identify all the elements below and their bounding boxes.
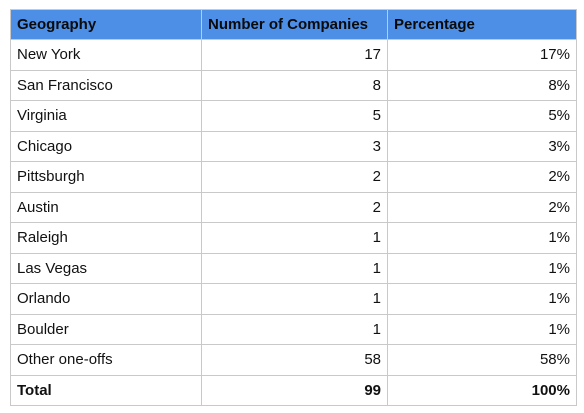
geography-cell: Boulder [10,313,202,345]
geography-cell: San Francisco [10,69,202,101]
percentage-cell: 8% [387,69,577,101]
table-row: Chicago 3 3% [10,130,577,162]
count-cell: 8 [201,69,388,101]
count-cell: 1 [201,313,388,345]
percentage-cell: 1% [387,252,577,284]
count-cell: 17 [201,39,388,71]
geography-cell: Raleigh [10,222,202,254]
count-cell: 2 [201,161,388,193]
count-cell: 58 [201,344,388,376]
percentage-cell: 58% [387,344,577,376]
percentage-cell: 1% [387,313,577,345]
percentage-cell: 3% [387,130,577,162]
count-cell: 1 [201,222,388,254]
percentage-cell: 5% [387,100,577,132]
geography-cell: Pittsburgh [10,161,202,193]
table-header-row: Geography Number of Companies Percentage [10,9,577,40]
count-cell: 2 [201,191,388,223]
percentage-cell: 1% [387,283,577,315]
count-cell: 1 [201,252,388,284]
geography-cell: New York [10,39,202,71]
count-cell: 3 [201,130,388,162]
table-row: Other one-offs 58 58% [10,344,577,376]
percentage-cell: 2% [387,161,577,193]
count-cell: 5 [201,100,388,132]
percentage-cell: 17% [387,39,577,71]
table-row: Virginia 5 5% [10,100,577,132]
total-label: Total [10,374,202,406]
geography-cell: Austin [10,191,202,223]
percentage-cell: 1% [387,222,577,254]
total-percentage: 100% [387,374,577,406]
table-row: San Francisco 8 8% [10,69,577,101]
header-number-of-companies: Number of Companies [201,9,388,40]
table-row: Orlando 1 1% [10,283,577,315]
total-row: Total 99 100% [10,374,577,406]
table-row: Las Vegas 1 1% [10,252,577,284]
geography-cell: Orlando [10,283,202,315]
geography-cell: Las Vegas [10,252,202,284]
header-geography: Geography [10,9,202,40]
table-row: Pittsburgh 2 2% [10,161,577,193]
total-count: 99 [201,374,388,406]
count-cell: 1 [201,283,388,315]
percentage-cell: 2% [387,191,577,223]
geography-cell: Other one-offs [10,344,202,376]
geography-table: Geography Number of Companies Percentage… [10,9,577,406]
table-row: Raleigh 1 1% [10,222,577,254]
geography-cell: Chicago [10,130,202,162]
table-row: Austin 2 2% [10,191,577,223]
geography-cell: Virginia [10,100,202,132]
table-row: Boulder 1 1% [10,313,577,345]
table-row: New York 17 17% [10,39,577,71]
header-percentage: Percentage [387,9,577,40]
